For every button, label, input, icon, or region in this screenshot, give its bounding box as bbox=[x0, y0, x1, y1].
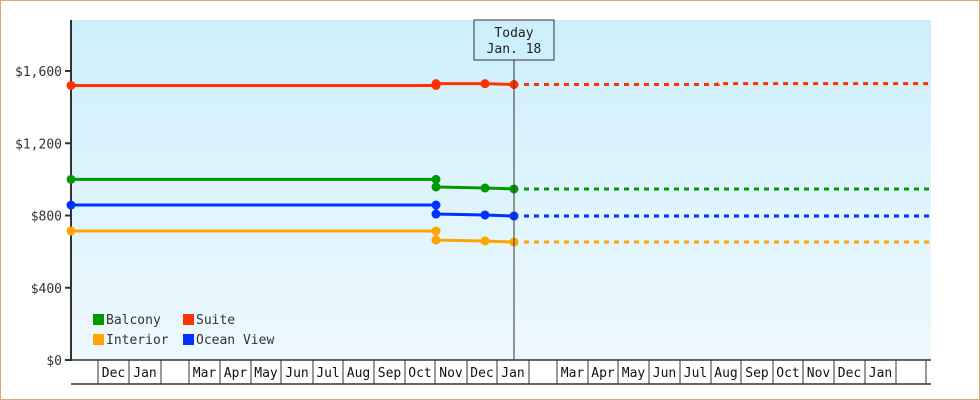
legend-swatch bbox=[93, 314, 104, 325]
today-label: Today bbox=[494, 26, 533, 41]
x-month-label: Jul bbox=[684, 366, 707, 381]
legend-swatch bbox=[183, 314, 194, 325]
legend-item-interior[interactable]: Interior bbox=[93, 333, 169, 348]
x-month-label: Oct bbox=[408, 366, 431, 381]
x-month-label: Sep bbox=[745, 366, 769, 381]
y-tick-label: $1,600 bbox=[15, 65, 62, 80]
data-point[interactable] bbox=[480, 79, 490, 89]
x-month-label: May bbox=[254, 366, 278, 381]
y-tick-label: $400 bbox=[31, 282, 62, 297]
legend: Balcony Suite Interior Ocean View bbox=[93, 313, 274, 348]
legend-label: Suite bbox=[196, 313, 235, 328]
legend-swatch bbox=[93, 334, 104, 345]
legend-label: Interior bbox=[106, 333, 169, 348]
legend-item-ocean-view[interactable]: Ocean View bbox=[183, 333, 274, 348]
x-month-label: Apr bbox=[224, 366, 248, 381]
x-month-label: Apr bbox=[591, 366, 615, 381]
legend-swatch bbox=[183, 334, 194, 345]
y-tick-label: $800 bbox=[31, 210, 62, 225]
legend-item-suite[interactable]: Suite bbox=[183, 313, 235, 328]
x-month-label: Nov bbox=[807, 366, 831, 381]
x-month-label: May bbox=[622, 366, 646, 381]
data-point[interactable] bbox=[480, 236, 490, 246]
x-month-label: Dec bbox=[470, 366, 493, 381]
x-month-label: Jun bbox=[653, 366, 676, 381]
data-point[interactable] bbox=[431, 80, 441, 90]
data-point[interactable] bbox=[66, 200, 76, 210]
data-point[interactable] bbox=[480, 210, 490, 220]
x-month-label: Dec bbox=[102, 366, 125, 381]
data-point[interactable] bbox=[431, 182, 441, 192]
y-tick-label: $1,200 bbox=[15, 137, 62, 152]
data-point[interactable] bbox=[66, 80, 76, 90]
data-point[interactable] bbox=[66, 226, 76, 236]
series-lines bbox=[66, 79, 931, 247]
data-point[interactable] bbox=[431, 209, 441, 219]
x-month-label: Aug bbox=[714, 366, 737, 381]
legend-label: Balcony bbox=[106, 313, 161, 328]
x-month-label: Jan bbox=[501, 366, 524, 381]
data-point[interactable] bbox=[66, 174, 76, 184]
data-point[interactable] bbox=[480, 183, 490, 193]
x-month-label: Sep bbox=[378, 366, 402, 381]
x-month-label: Jun bbox=[285, 366, 308, 381]
y-tick-label: $0 bbox=[46, 354, 62, 369]
x-month-label: Nov bbox=[439, 366, 463, 381]
x-month-label: Jan bbox=[133, 366, 156, 381]
data-point[interactable] bbox=[431, 174, 441, 184]
legend-item-balcony[interactable]: Balcony bbox=[93, 313, 161, 328]
data-point[interactable] bbox=[431, 235, 441, 245]
x-month-label: Mar bbox=[561, 366, 585, 381]
x-month-label: Jan bbox=[869, 366, 892, 381]
series-suite bbox=[66, 79, 931, 90]
series-ocean-view bbox=[66, 200, 931, 221]
x-month-label: Jul bbox=[316, 366, 339, 381]
x-month-label: Aug bbox=[347, 366, 370, 381]
x-month-label: Dec bbox=[838, 366, 861, 381]
data-point[interactable] bbox=[431, 226, 441, 236]
y-axis: $0 $400 $800 $1,200 $1,600 bbox=[15, 20, 72, 369]
x-month-label: Oct bbox=[776, 366, 799, 381]
x-axis: Dec Jan Mar Apr May Jun Jul Aug Sep Oct Nov Dec Jan M… bbox=[71, 359, 931, 385]
today-date: Jan. 18 bbox=[487, 42, 542, 57]
x-month-label: Mar bbox=[193, 366, 217, 381]
data-point[interactable] bbox=[431, 200, 441, 210]
legend-label: Ocean View bbox=[196, 333, 274, 348]
